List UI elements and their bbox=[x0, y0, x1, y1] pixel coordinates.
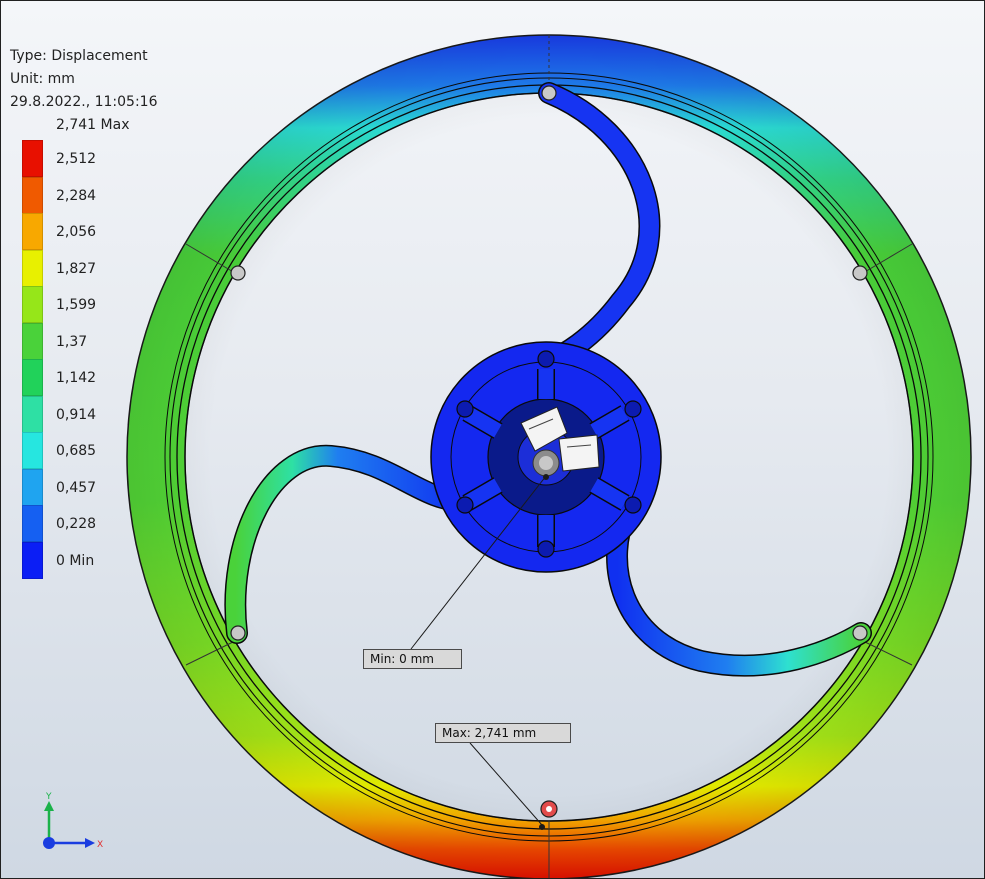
legend-value-label: 1,37 bbox=[56, 333, 88, 350]
legend-swatch bbox=[22, 541, 43, 579]
legend-swatch bbox=[22, 468, 43, 506]
legend-swatch bbox=[22, 140, 43, 177]
timestamp-label: 29.8.2022., 11:05:16 bbox=[10, 94, 158, 110]
bracket-part-2 bbox=[558, 434, 600, 472]
legend-value-label: 1,599 bbox=[56, 297, 97, 313]
legend-value-label: 1,827 bbox=[56, 260, 97, 277]
legend-value-label: 0,228 bbox=[56, 516, 97, 532]
legend-value-label: 2,056 bbox=[56, 224, 97, 240]
legend-value-label: 0,914 bbox=[56, 406, 97, 423]
legend-swatch bbox=[22, 249, 43, 287]
boss-lower-left bbox=[230, 625, 246, 641]
legend-value-label: 0,457 bbox=[56, 479, 97, 496]
legend-swatch bbox=[22, 359, 43, 396]
legend-value-label: 2,284 bbox=[56, 187, 97, 204]
x-axis-label: X bbox=[97, 840, 103, 850]
min-probe-leader bbox=[410, 475, 547, 650]
y-axis-label: Y bbox=[45, 792, 52, 802]
legend-swatch bbox=[22, 286, 43, 323]
max-probe-label[interactable]: Max: 2,741 mm bbox=[435, 723, 571, 743]
bracket-part-1 bbox=[520, 406, 568, 452]
legend-swatch bbox=[22, 505, 43, 542]
legend-swatch bbox=[22, 213, 43, 250]
legend-value-label: 2,512 bbox=[56, 151, 97, 167]
boss-lower-right bbox=[852, 625, 868, 641]
boss-top bbox=[541, 85, 557, 101]
min-probe-label[interactable]: Min: 0 mm bbox=[363, 649, 462, 669]
boss-upper-right bbox=[852, 265, 868, 281]
legend-swatch bbox=[22, 395, 43, 433]
legend-swatch bbox=[22, 176, 43, 214]
view-triad[interactable]: Y X bbox=[37, 791, 107, 861]
legend-max-label: 2,741 Max bbox=[56, 117, 130, 133]
legend-swatch bbox=[22, 432, 43, 469]
legend-value-label: 0 Min bbox=[56, 552, 95, 569]
boss-upper-left bbox=[230, 265, 246, 281]
legend-value-label: 0,685 bbox=[56, 443, 97, 459]
legend-value-label: 1,142 bbox=[56, 370, 97, 386]
unit-label: Unit: mm bbox=[10, 71, 75, 87]
legend-swatch bbox=[22, 322, 43, 360]
result-type-label: Type: Displacement bbox=[10, 48, 148, 64]
max-probe-leader bbox=[469, 742, 543, 826]
